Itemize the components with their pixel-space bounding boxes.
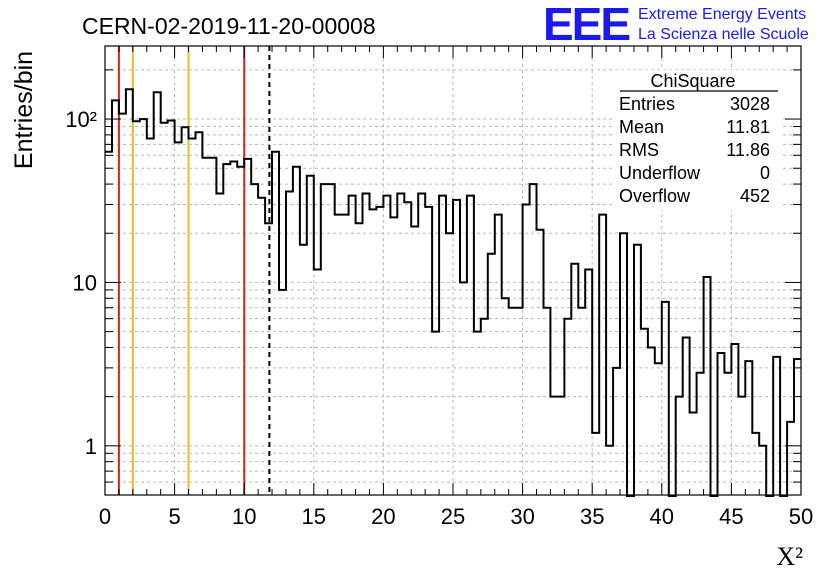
stats-title: ChiSquare [650, 71, 735, 91]
stats-row-label: Mean [619, 117, 664, 137]
x-axis-label: X² [776, 542, 803, 571]
x-tick-label: 45 [719, 504, 743, 529]
stats-row-value: 452 [740, 186, 770, 206]
axes: 0 5 10 15 20 25 30 35 40 45 50 1 10 10² [65, 46, 813, 529]
stats-row-label: Entries [619, 94, 675, 114]
x-tick-label: 0 [99, 504, 111, 529]
y-tick-label: 1 [85, 434, 97, 459]
eee-logo: EEE Extreme Energy Events La Scienza nel… [543, 0, 809, 50]
stats-row-value: 11.81 [726, 117, 770, 137]
x-tick-label: 5 [168, 504, 180, 529]
logo-mark: EEE [543, 0, 629, 50]
histogram-step-line [105, 88, 801, 497]
stats-row-value: 3028 [730, 94, 770, 114]
stats-row-label: Underflow [619, 163, 701, 183]
x-tick-label: 20 [371, 504, 395, 529]
stats-box: ChiSquare Entries 3028 Mean 11.81 RMS 11.86 Un… [612, 70, 780, 210]
logo-line2: La Scienza nelle Scuole [638, 26, 809, 43]
stats-row-value: 0 [760, 163, 770, 183]
y-tick-label: 10² [65, 107, 97, 132]
y-tick-label: 10 [73, 270, 97, 295]
stats-row-value: 11.86 [726, 140, 770, 160]
chart-title: CERN-02-2019-11-20-00008 [82, 13, 376, 39]
x-tick-label: 10 [232, 504, 256, 529]
stats-row-label: RMS [619, 140, 659, 160]
x-tick-label: 40 [650, 504, 674, 529]
logo-line1: Extreme Energy Events [638, 6, 806, 23]
marker-lines [117, 46, 271, 495]
y-axis-label: Entries/bin [10, 51, 38, 169]
x-tick-label: 30 [510, 504, 534, 529]
x-tick-label: 25 [441, 504, 465, 529]
stats-row-label: Overflow [619, 186, 691, 206]
x-tick-label: 35 [580, 504, 604, 529]
x-tick-label: 50 [789, 504, 813, 529]
x-tick-label: 15 [302, 504, 326, 529]
